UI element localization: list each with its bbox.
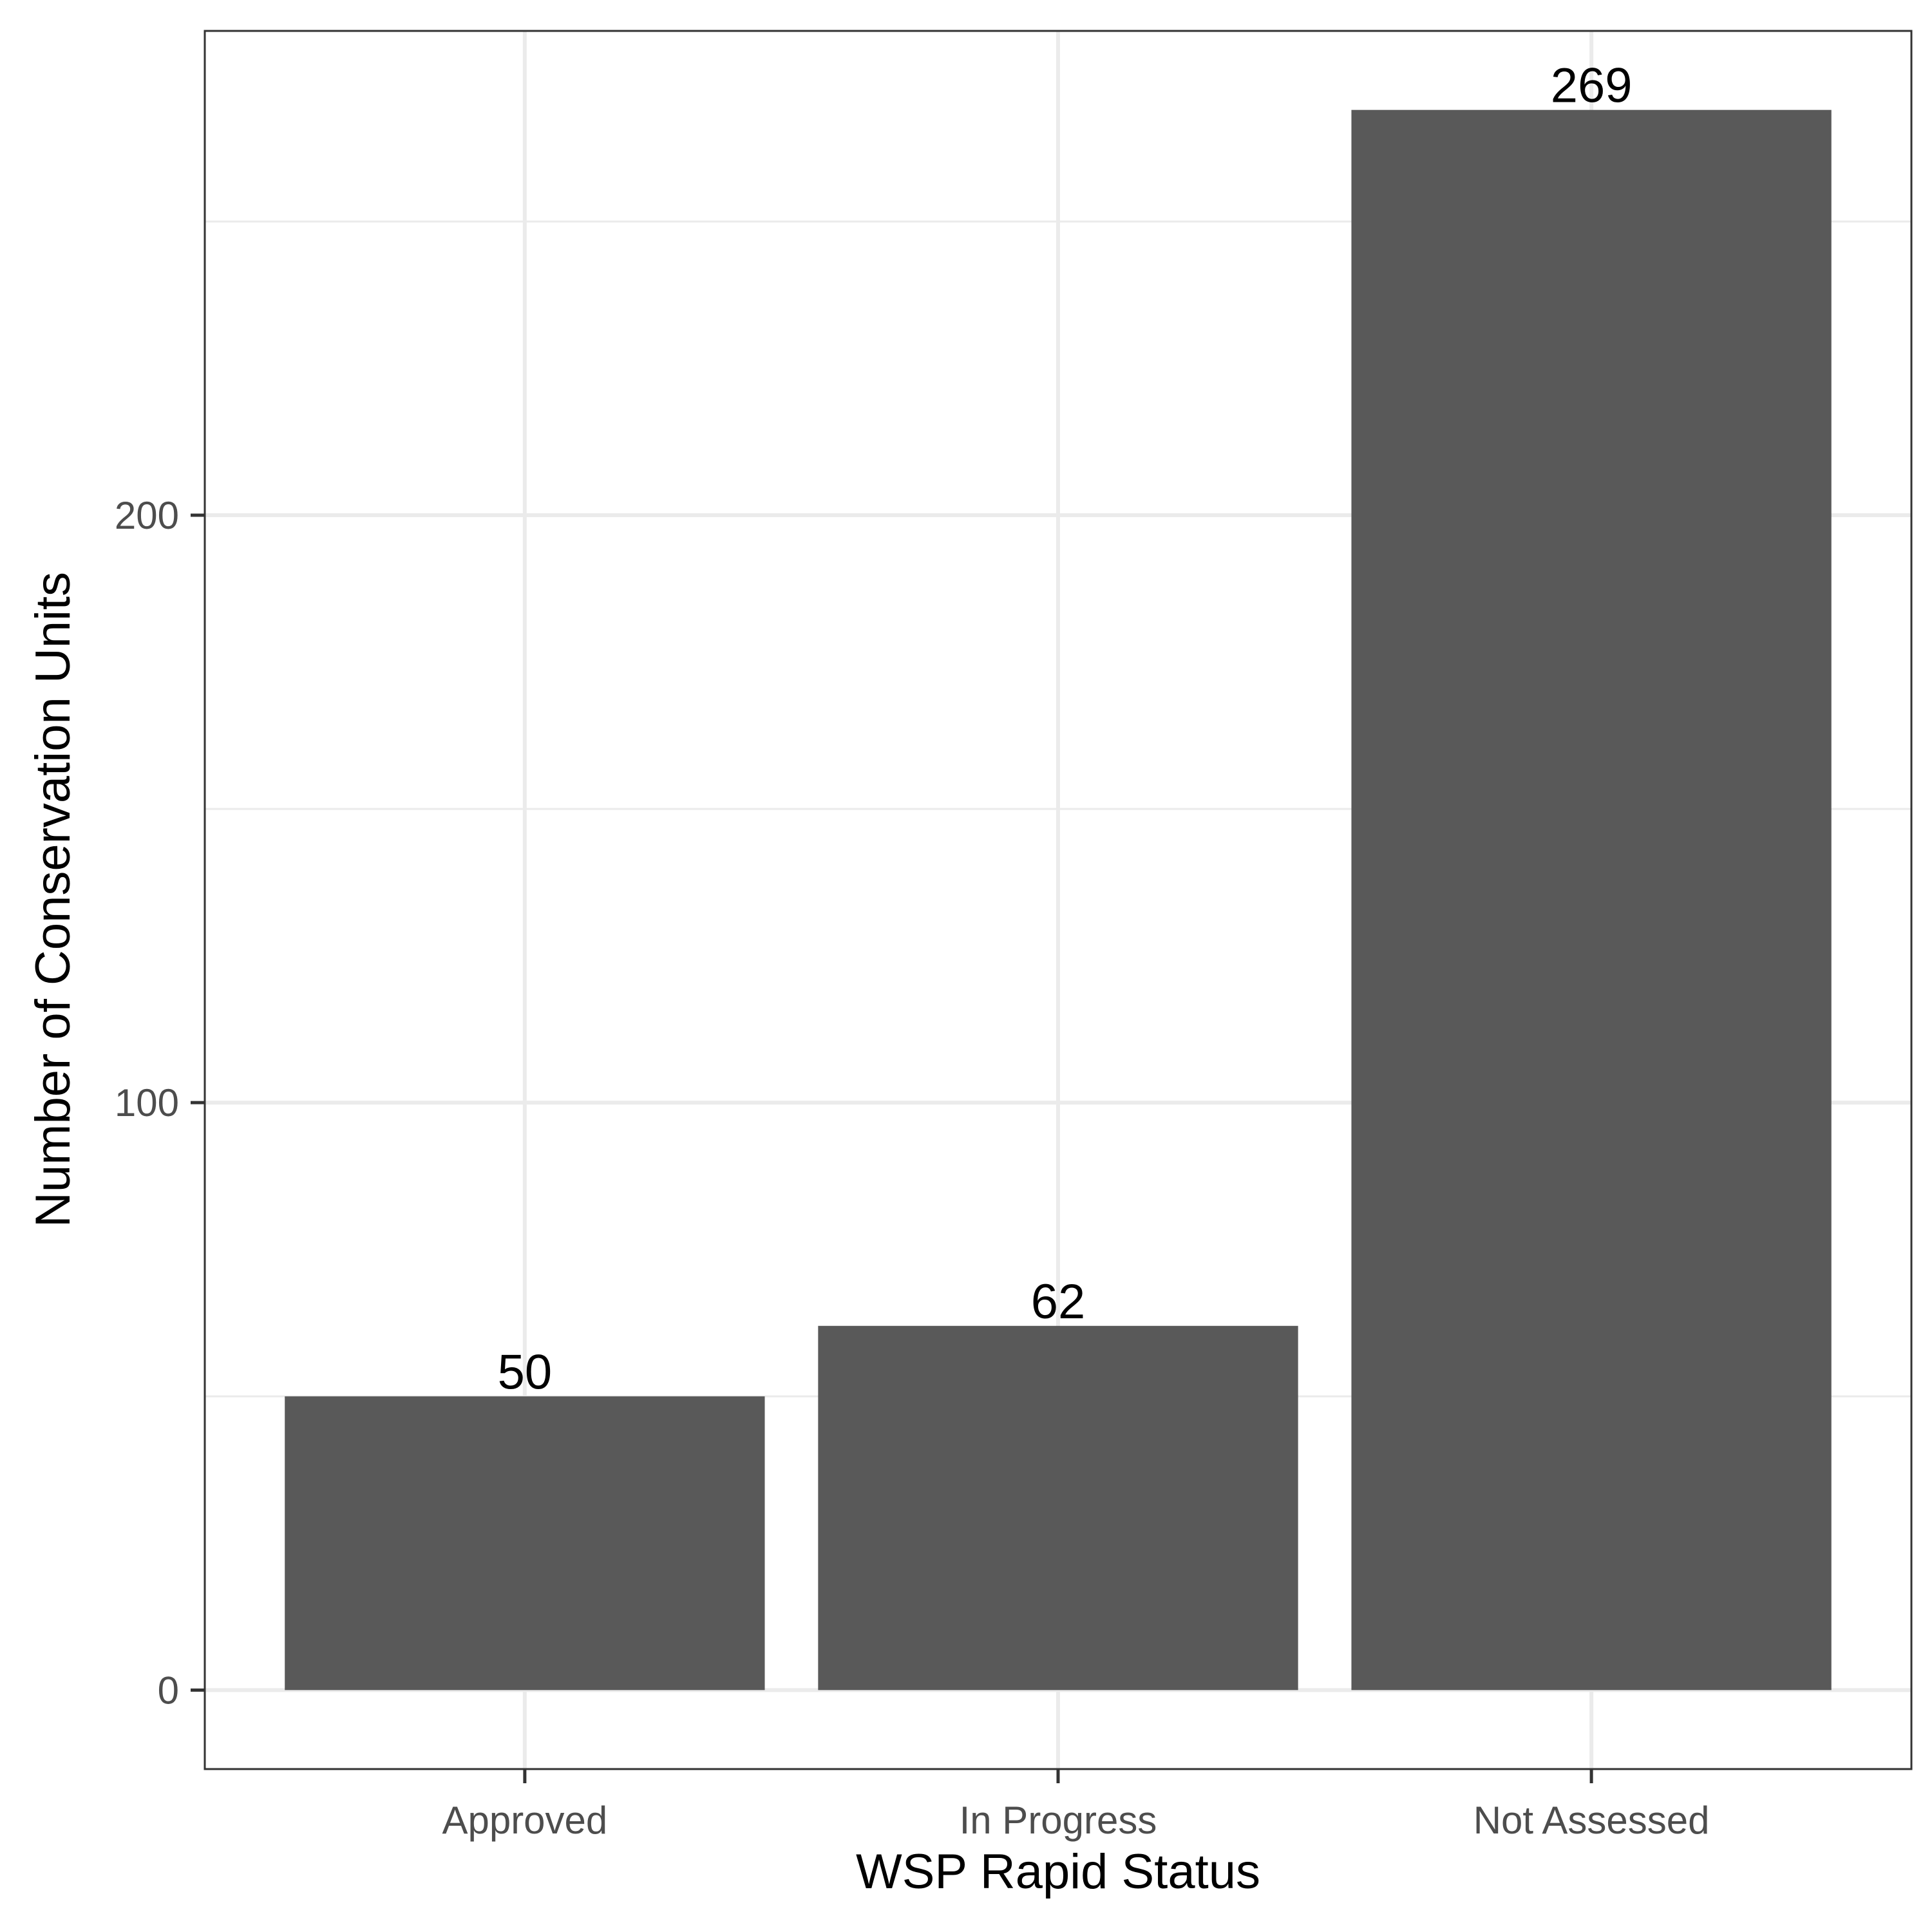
x-axis-title: WSP Rapid Status: [856, 1844, 1260, 1899]
bar-approved: [285, 1396, 765, 1690]
axis-ticks: [191, 513, 1593, 1783]
y-tick-label: 200: [115, 494, 179, 537]
bar-value-label: 269: [1551, 59, 1633, 113]
bar-not-assessed: [1351, 109, 1832, 1690]
bar-value-labels: 50 62 269: [498, 59, 1633, 1400]
y-axis-title: Number of Conservation Units: [26, 572, 80, 1227]
y-tick-label: 0: [158, 1669, 179, 1712]
bar-value-label: 62: [1031, 1274, 1086, 1329]
x-axis-tick-labels: Approved In Progress Not Assessed: [442, 1799, 1709, 1842]
y-tick-label: 100: [115, 1081, 179, 1124]
bars: [285, 109, 1832, 1690]
x-tick-label: Not Assessed: [1473, 1799, 1710, 1842]
x-tick-label: In Progress: [960, 1799, 1157, 1842]
bar-in-progress: [818, 1325, 1298, 1690]
x-tick-label: Approved: [442, 1799, 607, 1842]
y-axis-tick-labels: 0 100 200: [115, 494, 179, 1712]
bar-value-label: 50: [498, 1345, 553, 1399]
